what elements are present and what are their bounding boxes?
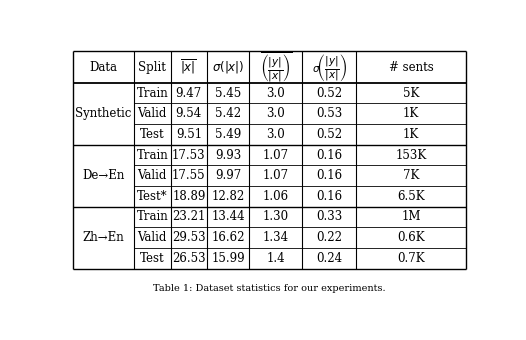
Text: 18.89: 18.89: [172, 190, 206, 203]
Text: 153K: 153K: [396, 149, 427, 162]
Text: 3.0: 3.0: [266, 107, 285, 120]
Text: 3.0: 3.0: [266, 87, 285, 100]
Text: 9.51: 9.51: [176, 128, 202, 141]
Text: # sents: # sents: [389, 61, 433, 73]
Text: Valid: Valid: [138, 169, 167, 182]
Text: Train: Train: [136, 149, 168, 162]
Text: 6.5K: 6.5K: [398, 190, 425, 203]
Text: Zh→En: Zh→En: [83, 231, 125, 244]
Text: $\overline{\left(\dfrac{|y|}{|x|}\right)}$: $\overline{\left(\dfrac{|y|}{|x|}\right)…: [259, 50, 292, 84]
Text: 17.53: 17.53: [172, 149, 206, 162]
Text: 0.52: 0.52: [316, 87, 342, 100]
Text: 5.42: 5.42: [215, 107, 241, 120]
Text: 15.99: 15.99: [211, 252, 245, 265]
Text: 23.21: 23.21: [172, 210, 206, 223]
Text: 5.49: 5.49: [215, 128, 241, 141]
Text: 7K: 7K: [403, 169, 419, 182]
Text: 9.97: 9.97: [215, 169, 241, 182]
Text: Data: Data: [89, 61, 117, 73]
Text: 5.45: 5.45: [215, 87, 241, 100]
Text: 3.0: 3.0: [266, 128, 285, 141]
Text: 0.52: 0.52: [316, 128, 342, 141]
Text: 0.33: 0.33: [316, 210, 342, 223]
Text: 0.16: 0.16: [316, 149, 342, 162]
Text: Test*: Test*: [137, 190, 168, 203]
Text: Valid: Valid: [138, 231, 167, 244]
Text: 16.62: 16.62: [211, 231, 245, 244]
Text: 1.06: 1.06: [262, 190, 289, 203]
Text: 1K: 1K: [403, 128, 419, 141]
Text: 0.24: 0.24: [316, 252, 342, 265]
Text: 1.07: 1.07: [262, 149, 289, 162]
Text: 0.6K: 0.6K: [398, 231, 425, 244]
Text: Train: Train: [136, 87, 168, 100]
Text: 13.44: 13.44: [211, 210, 245, 223]
Text: 1.34: 1.34: [262, 231, 289, 244]
Text: $\sigma\!\left(\dfrac{|y|}{|x|}\right)$: $\sigma\!\left(\dfrac{|y|}{|x|}\right)$: [312, 52, 347, 83]
Text: Valid: Valid: [138, 107, 167, 120]
Text: 0.16: 0.16: [316, 190, 342, 203]
Text: Train: Train: [136, 210, 168, 223]
Text: 0.22: 0.22: [316, 231, 342, 244]
Text: 0.16: 0.16: [316, 169, 342, 182]
Text: Table 1: Dataset statistics for our experiments.: Table 1: Dataset statistics for our expe…: [153, 284, 386, 293]
Text: 17.55: 17.55: [172, 169, 206, 182]
Text: 0.53: 0.53: [316, 107, 342, 120]
Text: Test: Test: [140, 128, 165, 141]
Text: 1.30: 1.30: [262, 210, 289, 223]
Text: 1.07: 1.07: [262, 169, 289, 182]
Text: De→En: De→En: [83, 169, 125, 182]
Text: 12.82: 12.82: [211, 190, 245, 203]
Text: 0.7K: 0.7K: [398, 252, 425, 265]
Text: 29.53: 29.53: [172, 231, 206, 244]
Text: 1.4: 1.4: [266, 252, 285, 265]
Text: 26.53: 26.53: [172, 252, 206, 265]
Text: Synthetic: Synthetic: [75, 107, 132, 120]
Text: 9.47: 9.47: [176, 87, 202, 100]
Text: $\sigma(|x|)$: $\sigma(|x|)$: [212, 59, 245, 75]
Text: Test: Test: [140, 252, 165, 265]
Text: 5K: 5K: [403, 87, 419, 100]
Text: Split: Split: [138, 61, 166, 73]
Text: $\overline{|x|}$: $\overline{|x|}$: [180, 58, 197, 76]
Text: 9.93: 9.93: [215, 149, 241, 162]
Text: 1K: 1K: [403, 107, 419, 120]
Text: 9.54: 9.54: [176, 107, 202, 120]
Text: 1M: 1M: [401, 210, 421, 223]
